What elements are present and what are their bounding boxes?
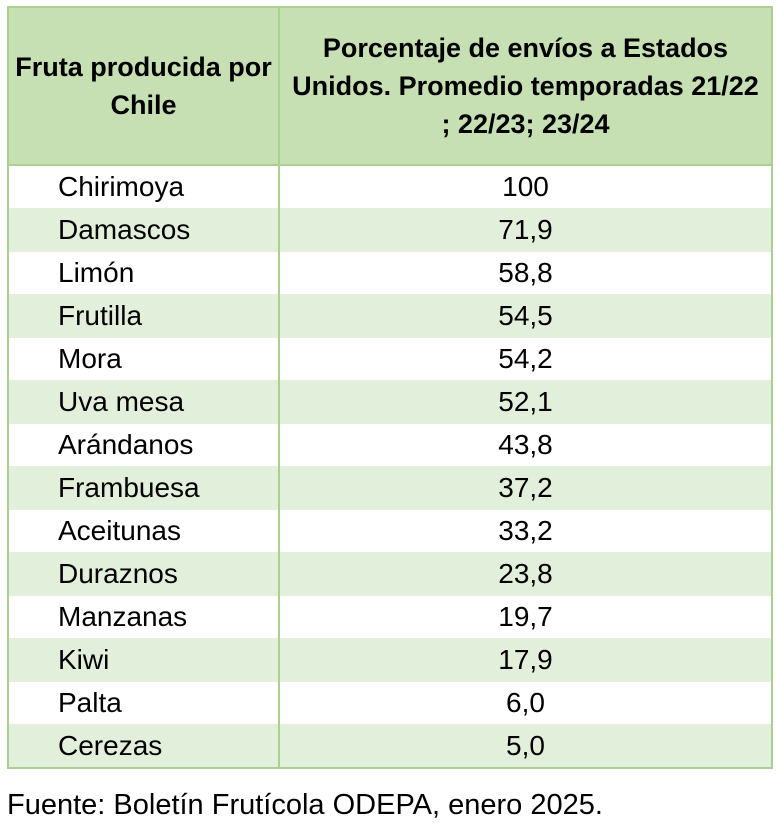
- table-row: Uva mesa 52,1: [7, 380, 773, 424]
- table-row: Chirimoya 100: [7, 165, 773, 209]
- percentage-cell: 54,5: [278, 294, 773, 338]
- table-row: Duraznos 23,8: [7, 552, 773, 596]
- table-row: Mora 54,2: [7, 337, 773, 381]
- table-row: Frambuesa 37,2: [7, 466, 773, 510]
- percentage-cell: 37,2: [278, 466, 773, 510]
- table-body: Chirimoya 100 Damascos 71,9 Limón 58,8 Frutill…: [7, 165, 773, 769]
- fruit-name-cell: Duraznos: [7, 552, 280, 596]
- table-row: Damascos 71,9: [7, 208, 773, 252]
- percentage-cell: 5,0: [278, 724, 773, 769]
- fruit-export-table: Fruta producida por Chile Porcentaje de …: [7, 6, 773, 769]
- fruit-name-cell: Cerezas: [7, 724, 280, 769]
- percentage-cell: 6,0: [278, 681, 773, 725]
- fruit-name-cell: Arándanos: [7, 423, 280, 467]
- percentage-cell: 23,8: [278, 552, 773, 596]
- fruit-name-cell: Limón: [7, 251, 280, 295]
- table-row: Kiwi 17,9: [7, 638, 773, 682]
- header-fruit: Fruta producida por Chile: [7, 6, 280, 166]
- percentage-cell: 33,2: [278, 509, 773, 553]
- fruit-name-cell: Manzanas: [7, 595, 280, 639]
- table-row: Palta 6,0: [7, 681, 773, 725]
- fruit-name-cell: Frutilla: [7, 294, 280, 338]
- fruit-export-table-container: Fruta producida por Chile Porcentaje de …: [7, 6, 773, 769]
- table-row: Aceitunas 33,2: [7, 509, 773, 553]
- table-row: Manzanas 19,7: [7, 595, 773, 639]
- fruit-name-cell: Damascos: [7, 208, 280, 252]
- fruit-name-cell: Uva mesa: [7, 380, 280, 424]
- fruit-name-cell: Aceitunas: [7, 509, 280, 553]
- source-note: Fuente: Boletín Frutícola ODEPA, enero 2…: [7, 789, 603, 821]
- header-row: Fruta producida por Chile Porcentaje de …: [7, 6, 773, 166]
- table-row: Frutilla 54,5: [7, 294, 773, 338]
- percentage-cell: 71,9: [278, 208, 773, 252]
- percentage-cell: 17,9: [278, 638, 773, 682]
- percentage-cell: 54,2: [278, 337, 773, 381]
- percentage-cell: 58,8: [278, 251, 773, 295]
- percentage-cell: 52,1: [278, 380, 773, 424]
- percentage-cell: 19,7: [278, 595, 773, 639]
- fruit-name-cell: Palta: [7, 681, 280, 725]
- percentage-cell: 43,8: [278, 423, 773, 467]
- fruit-name-cell: Chirimoya: [7, 165, 280, 209]
- fruit-name-cell: Mora: [7, 337, 280, 381]
- fruit-name-cell: Frambuesa: [7, 466, 280, 510]
- table-row: Cerezas 5,0: [7, 724, 773, 769]
- percentage-cell: 100: [278, 165, 773, 209]
- fruit-name-cell: Kiwi: [7, 638, 280, 682]
- table-header: Fruta producida por Chile Porcentaje de …: [7, 6, 773, 166]
- table-row: Arándanos 43,8: [7, 423, 773, 467]
- table-row: Limón 58,8: [7, 251, 773, 295]
- header-percentage: Porcentaje de envíos a Estados Unidos. P…: [278, 6, 773, 166]
